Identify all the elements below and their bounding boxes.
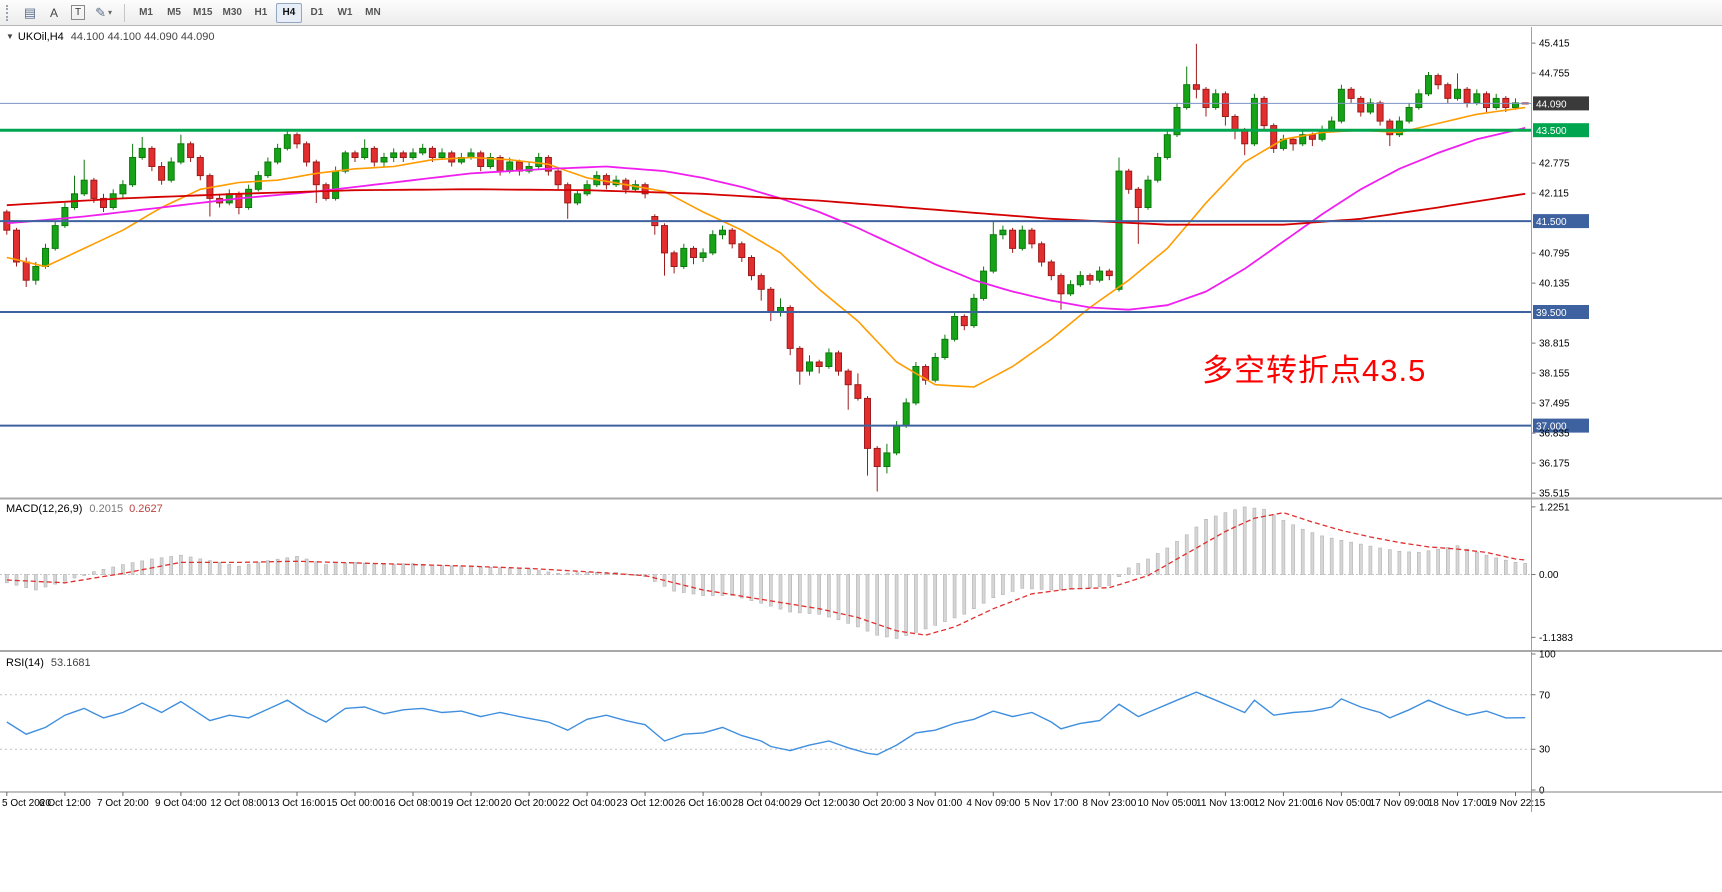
price-label-box-44.090: [1533, 96, 1589, 111]
price-axis-tick: 42.115: [1539, 189, 1569, 200]
chart-grid-icon[interactable]: ▤: [19, 3, 41, 23]
time-axis-label: 18 Nov 17:00: [1428, 798, 1488, 809]
time-axis-label: 17 Nov 09:00: [1370, 798, 1430, 809]
chevron-down-icon: ▾: [108, 8, 113, 17]
slow-ma-line: [6, 188, 1526, 226]
timeframe-d1-button[interactable]: D1: [304, 3, 330, 23]
price-axis-tick: 36.835: [1539, 429, 1570, 440]
price-label-37.000: 37.000: [1536, 422, 1567, 433]
macd-panel: 1.2251 0.00 -1.1383: [0, 502, 1573, 644]
price-label-box-39.500: [1533, 305, 1589, 319]
price-axis-tick: 38.155: [1539, 369, 1570, 380]
price-axis: 45.415 44.755 42.775 42.115 40.795 40.135 38.8…: [1531, 39, 1570, 500]
text-label-button[interactable]: T: [67, 3, 89, 23]
time-axis-label: 22 Oct 04:00: [558, 798, 616, 809]
time-axis-label: 19 Nov 22:15: [1486, 798, 1546, 809]
timeframe-m30-button[interactable]: M30: [218, 3, 245, 23]
time-axis-label: 16 Nov 05:00: [1312, 798, 1372, 809]
time-axis-label: 29 Oct 12:00: [791, 798, 849, 809]
mid-ma-line: [6, 127, 1526, 311]
price-axis-tick: 44.755: [1539, 69, 1570, 80]
price-axis-tick: 37.495: [1539, 399, 1570, 410]
time-axis-label: 16 Oct 08:00: [384, 798, 442, 809]
time-axis-label: 10 Nov 05:00: [1138, 798, 1198, 809]
macd-axis-tick: 0.00: [1539, 570, 1559, 581]
time-axis-label: 5 Oct 2020: [2, 798, 51, 809]
timeframe-m1-button[interactable]: M1: [133, 3, 159, 23]
time-axis-label: 5 Nov 17:00: [1024, 798, 1078, 809]
letter-t-glyph: T: [71, 5, 86, 20]
pen-icon: ✎: [95, 4, 107, 20]
letter-a-glyph: A: [49, 5, 58, 20]
panel-separator-1[interactable]: [0, 497, 1722, 500]
draw-tools-dropdown[interactable]: ✎ ▾: [91, 3, 116, 23]
timeframe-w1-button[interactable]: W1: [332, 3, 358, 23]
toolbar: ▤ A T ✎ ▾ M1 M5 M15 M30 H1 H4 D1 W1 MN: [0, 0, 1722, 26]
price-label-box-41.500: [1533, 214, 1589, 229]
rsi-axis-tick: 30: [1539, 745, 1551, 756]
rsi-axis-tick: 100: [1539, 650, 1556, 661]
time-axis-label: 8 Nov 23:00: [1082, 798, 1136, 809]
time-axis-label: 20 Oct 20:00: [500, 798, 558, 809]
price-label-43.500: 43.500: [1536, 126, 1567, 137]
chart-grid-glyph: ▤: [23, 4, 37, 20]
time-axis-label: 19 Oct 12:00: [442, 798, 500, 809]
timeframe-m15-button[interactable]: M15: [189, 3, 216, 23]
rsi-line: [6, 691, 1526, 756]
time-axis-label: 12 Oct 08:00: [210, 798, 268, 809]
price-label-box-37.000: [1533, 418, 1589, 433]
timeframe-h1-button[interactable]: H1: [248, 3, 274, 23]
rsi-panel: 100 70 30 0: [0, 650, 1556, 797]
timeframe-m5-button[interactable]: M5: [161, 3, 187, 23]
price-label-39.500: 39.500: [1536, 308, 1567, 319]
price-axis-tick: 42.775: [1539, 159, 1570, 170]
price-axis-tick: 38.815: [1539, 339, 1570, 350]
time-axis-label: 30 Oct 20:00: [849, 798, 907, 809]
panel-separator-2[interactable]: [0, 650, 1722, 652]
macd-axis-tick: 1.2251: [1539, 502, 1570, 513]
toolbar-grip[interactable]: [6, 4, 11, 21]
price-axis-tick: 36.175: [1539, 459, 1570, 470]
fast-ma-line: [6, 106, 1526, 388]
rsi-axis-tick: 70: [1539, 690, 1551, 701]
time-axis-label: 4 Nov 09:00: [966, 798, 1020, 809]
annotate-a-button[interactable]: A: [43, 3, 65, 23]
price-label-box-43.500: [1533, 123, 1589, 138]
macd-signal-line: [6, 512, 1526, 636]
rsi-axis-tick: 0: [1539, 786, 1545, 797]
toolbar-separator: [124, 3, 126, 22]
time-axis-label: 9 Oct 04:00: [155, 798, 207, 809]
candles-layer: [3, 43, 1529, 492]
time-axis-label: 7 Oct 20:00: [97, 798, 149, 809]
time-axis-label: 26 Oct 16:00: [674, 798, 732, 809]
time-axis-label: 12 Nov 21:00: [1254, 798, 1314, 809]
time-axis-label: 11 Nov 13:00: [1196, 798, 1255, 809]
time-axis-label: 3 Nov 01:00: [908, 798, 962, 809]
time-axis-label: 6 Oct 12:00: [39, 798, 91, 809]
price-axis-tick: 45.415: [1539, 39, 1570, 50]
price-label-44.090: 44.090: [1536, 99, 1567, 110]
price-axis-tick: 40.135: [1539, 279, 1570, 290]
hlines-layer: 44.090 43.500 41.500 39.500 37.000: [0, 96, 1589, 433]
timeframe-h4-button[interactable]: H4: [275, 2, 302, 23]
price-label-41.500: 41.500: [1536, 217, 1567, 228]
time-axis-label: 15 Oct 00:00: [326, 798, 384, 809]
time-axis-label: 28 Oct 04:00: [733, 798, 791, 809]
time-axis-label: 23 Oct 12:00: [616, 798, 674, 809]
time-axis-label: 13 Oct 16:00: [268, 798, 326, 809]
price-axis-tick: 40.795: [1539, 249, 1570, 260]
macd-axis-tick: -1.1383: [1539, 633, 1573, 644]
price-axis-tick: 35.515: [1539, 489, 1570, 500]
timeframe-mn-button[interactable]: MN: [360, 3, 386, 23]
